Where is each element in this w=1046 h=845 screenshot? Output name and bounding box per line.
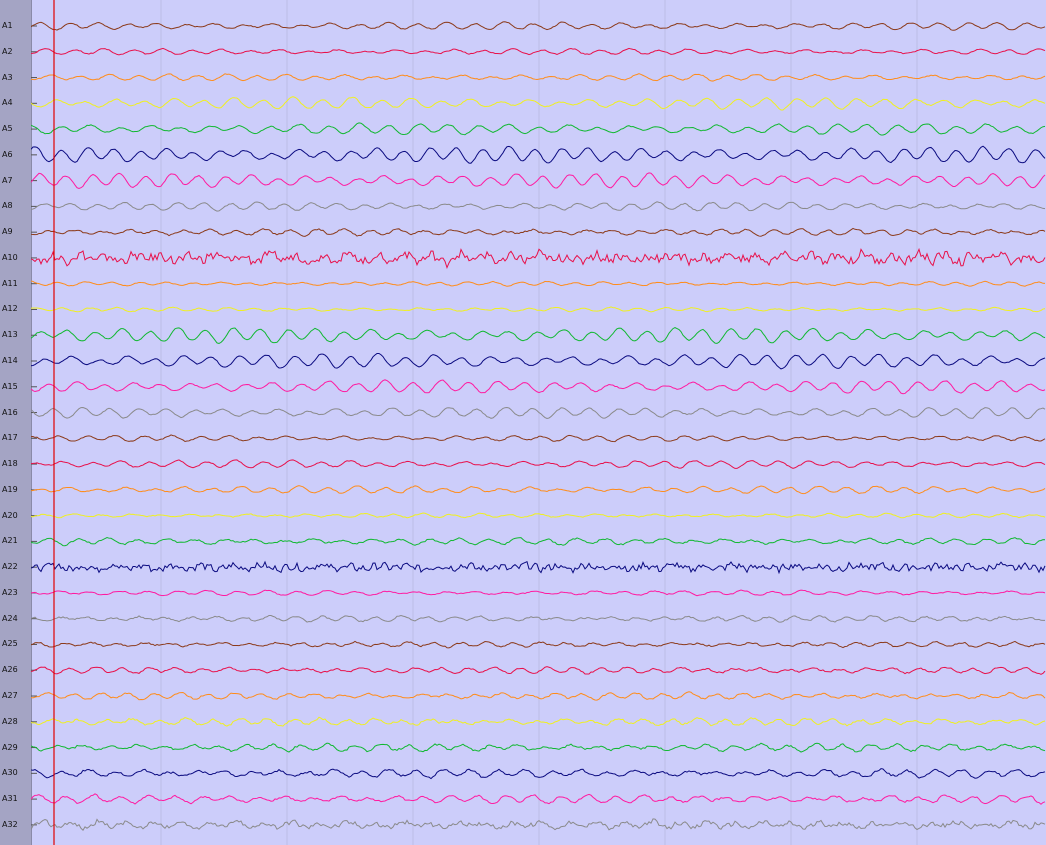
channel-trace — [31, 434, 1046, 443]
channel-label: A31 — [2, 794, 18, 804]
channel-label: A26 — [2, 665, 18, 675]
channel-trace — [31, 640, 1046, 649]
channel-label: A3 — [2, 72, 13, 82]
channel-trace — [31, 512, 1046, 519]
channel-trace — [31, 818, 1046, 831]
channel-label: A1 — [2, 21, 13, 30]
channel-trace — [31, 227, 1046, 237]
channel-trace — [31, 768, 1046, 780]
channel-trace — [31, 122, 1046, 136]
channel-trace — [31, 589, 1046, 597]
channel-label: A2 — [2, 46, 13, 56]
channel-trace — [31, 201, 1046, 212]
channel-label: A23 — [2, 587, 18, 597]
channel-label: A6 — [2, 149, 13, 159]
channel-label: A20 — [2, 510, 18, 520]
channel-label: A17 — [2, 433, 18, 443]
channel-trace — [31, 614, 1046, 623]
channel-label: A16 — [2, 407, 18, 417]
channel-label: A8 — [2, 201, 13, 211]
channel-label: A13 — [2, 330, 18, 340]
channel-trace — [31, 327, 1046, 345]
channel-label: A10 — [2, 252, 18, 262]
channel-trace — [31, 716, 1046, 727]
channel-label: A30 — [2, 768, 18, 778]
channel-trace — [31, 379, 1046, 395]
channel-trace — [31, 280, 1046, 287]
channel-label: A7 — [2, 175, 13, 185]
channel-trace — [31, 742, 1046, 753]
channel-trace — [31, 145, 1046, 164]
channel-label: A5 — [2, 124, 13, 134]
channel-label: A18 — [2, 459, 18, 469]
channel-trace — [31, 406, 1046, 420]
channel-trace — [31, 352, 1046, 370]
channel-trace — [31, 666, 1046, 675]
channel-trace — [31, 793, 1046, 805]
channel-label: A27 — [2, 691, 18, 701]
channel-label: A12 — [2, 304, 18, 314]
channel-label: A22 — [2, 562, 18, 572]
channel-trace — [31, 537, 1046, 547]
channel-label: A11 — [2, 278, 18, 288]
channel-label-column: A1 A2 A3 A4 A5 A6 A7 A8 A9 A10 A11 A12 A13 A14 A15 A16 A… — [0, 0, 32, 845]
channel-label: A21 — [2, 536, 18, 546]
channel-trace — [31, 459, 1046, 469]
channel-label: A4 — [2, 98, 13, 108]
channel-trace — [31, 21, 1046, 31]
channel-trace — [31, 96, 1046, 111]
channel-trace — [31, 485, 1046, 495]
channel-label: A32 — [2, 819, 18, 829]
channel-trace — [31, 73, 1046, 82]
channel-label: A25 — [2, 639, 18, 649]
channel-label: A14 — [2, 356, 18, 365]
channel-trace — [31, 247, 1046, 270]
trace-panel[interactable] — [31, 0, 1046, 845]
channel-trace — [31, 306, 1046, 313]
channel-label: A15 — [2, 381, 18, 391]
channel-label: A24 — [2, 613, 18, 623]
channel-label: A29 — [2, 742, 18, 752]
channel-trace — [31, 691, 1046, 701]
channel-trace — [31, 560, 1046, 575]
channel-label: A9 — [2, 227, 13, 237]
channel-trace — [31, 47, 1046, 56]
channel-label: A19 — [2, 484, 18, 494]
channel-label: A28 — [2, 716, 18, 726]
channel-trace — [31, 172, 1046, 190]
